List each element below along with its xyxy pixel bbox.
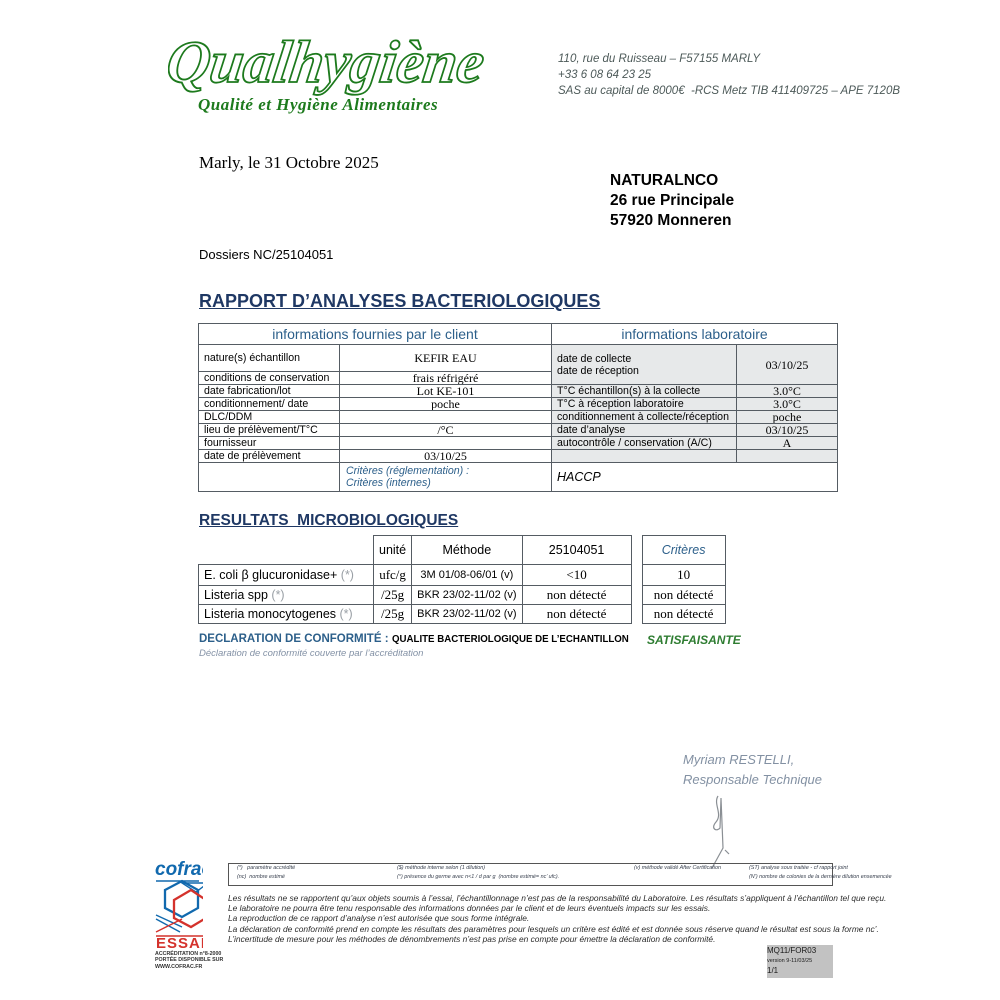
svg-text:cofrac: cofrac [155,859,203,880]
svg-text:Qualhygiène: Qualhygiène [168,29,488,96]
svg-text:ESSAIS: ESSAIS [156,935,203,949]
